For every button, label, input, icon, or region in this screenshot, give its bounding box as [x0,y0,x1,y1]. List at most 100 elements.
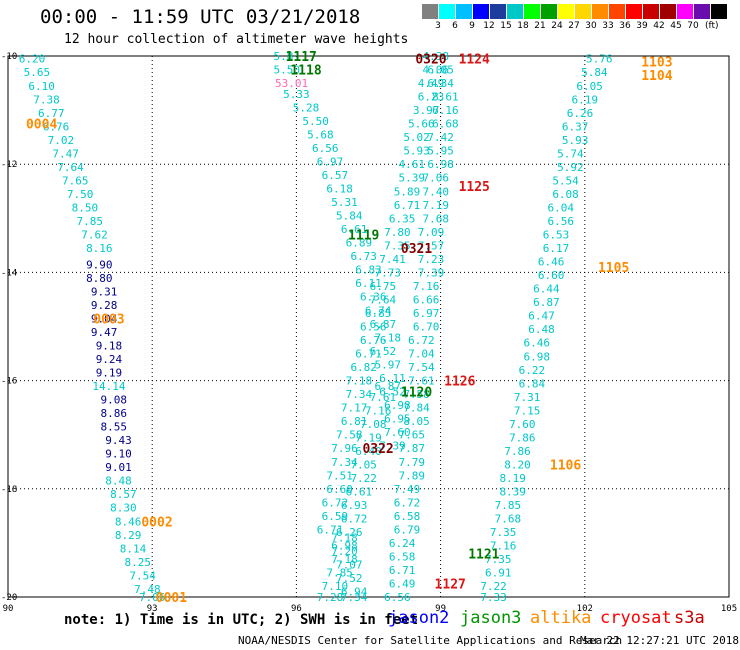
wave-height-point: 6.72 [341,513,368,526]
wave-height-point: 5.33 [283,88,310,101]
wave-height-point: 8.30 [110,502,137,515]
scale-swatch [541,4,557,19]
wave-height-point: 7.35 [485,553,512,566]
wave-height-point: 5.68 [307,128,334,141]
wave-height-point: 7.86 [504,445,531,458]
wave-height-point: 8.05 [403,415,430,428]
wave-height-point: 6.87 [533,296,560,309]
scale-swatch [575,4,591,19]
footer-note: note: 1) Time is in UTC; 2) SWH is in fe… [64,612,419,628]
wave-height-point: 6.66 [413,293,440,306]
wave-height-point: 6.37 [562,120,589,133]
wave-height-point: 8.20 [504,458,531,471]
wave-height-point: 6.56 [384,591,411,604]
pass-time-label: 1106 [550,458,581,473]
wave-height-point: 6.40 [355,445,382,458]
wave-height-point: 4.06 [423,64,450,77]
wave-height-point: 4.49 [418,77,445,90]
wave-height-point: 7.20 [331,545,358,558]
wave-height-point: 6.71 [389,564,416,577]
wave-height-point: 7.73 [374,266,401,279]
wave-height-point: 6.87 [374,380,401,393]
wave-height-point: 5.93 [403,145,430,158]
wave-height-point: 5.76 [586,53,613,66]
pass-time-label: 0001 [156,591,187,606]
wave-height-point: 6.70 [413,321,440,334]
pass-time-label: 0322 [362,442,393,457]
wave-height-point: 7.39 [379,440,406,453]
wave-height-point: 7.64 [57,161,84,174]
wave-height-point: 6.98 [331,540,358,553]
wave-height-point: 6.98 [523,350,550,363]
wave-height-point: 8.48 [105,475,132,488]
wave-height-point: 7.18 [331,531,358,544]
wave-height-point: 6.98 [427,158,454,171]
wave-height-point: 8.57 [110,488,137,501]
wave-height-point: 6.57 [322,169,349,182]
wave-height-point: 7.10 [322,580,349,593]
scale-tick-label: 15 [500,21,512,31]
wave-height-point: 7.40 [423,185,450,198]
wave-height-point: 8.86 [100,407,127,420]
wave-height-point: 7.41 [379,253,406,266]
wave-height-point: 6.97 [413,307,440,320]
scale-swatch [456,4,472,19]
wave-height-point: 7.58 [336,429,363,442]
wave-height-point: 7.35 [490,526,517,539]
wave-height-point: 5.31 [331,196,358,209]
wave-height-point: 6.24 [389,537,416,550]
scale-tick-label: 36 [619,21,631,31]
scale-tick-label: 6 [452,21,458,31]
wave-height-point: 8.16 [86,242,113,255]
wave-height-point: 6.95 [384,412,411,425]
wave-height-point: 6.48 [528,323,555,336]
pass-time-label: 0004 [26,118,57,133]
wave-height-point: 6.94 [341,586,368,599]
wave-height-point: 6.46 [538,256,565,269]
wave-height-point: 7.96 [331,442,358,455]
wave-height-point: 7.15 [514,404,541,417]
wave-height-point: 5.93 [562,134,589,147]
wave-height-point: 6.75 [370,280,397,293]
wave-height-point: 6.87 [370,318,397,331]
pass-time-label: 1117 [286,50,317,65]
wave-height-point: 6.56 [548,215,575,228]
wave-height-point: 7.48 [134,583,161,596]
wave-height-point: 6.08 [552,188,579,201]
wave-height-point: 7.18 [374,331,401,344]
wave-height-point: 6.61 [341,223,368,236]
wave-height-point: 6.52 [379,385,406,398]
wave-height-point: 6.77 [38,107,65,120]
scale-tick-label: 39 [636,21,648,31]
y-tick-label: -14 [1,268,17,278]
wave-height-point: 6.68 [432,118,459,131]
wave-height-point: 7.84 [403,402,430,415]
wave-height-point: 6.91 [485,567,512,580]
wave-height-point: 7.38 [33,93,60,106]
scale-tick-label: 42 [653,21,665,31]
scale-swatch [677,4,693,19]
wave-height-point: 6.76 [360,334,387,347]
wave-height-point: 6.82 [350,361,377,374]
wave-height-point: 6.11 [379,372,406,385]
wave-height-point: 7.85 [495,499,522,512]
wave-height-point: 6.97 [317,155,344,168]
scale-swatch [507,4,523,19]
scale-tick-label: 12 [483,21,495,31]
wave-height-point: 6.58 [394,510,421,523]
wave-height-point: 5.50 [274,64,301,77]
wave-height-point: 7.87 [399,442,426,455]
scale-tick-label: 18 [517,21,529,31]
wave-height-point: 7.60 [509,418,536,431]
pass-time-label: 1124 [459,53,490,68]
wave-height-point: 5.39 [399,172,426,185]
wave-height-point: 6.05 [576,80,603,93]
wave-height-point: 6.44 [533,283,560,296]
wave-height-point: 7.16 [365,404,392,417]
wave-height-point: 7.09 [418,226,445,239]
wave-height-point: 6.34 [427,77,454,90]
wave-height-point: 9.04 [91,312,118,325]
x-tick-label: 93 [147,604,158,614]
wave-height-point: 8.61 [432,91,459,104]
